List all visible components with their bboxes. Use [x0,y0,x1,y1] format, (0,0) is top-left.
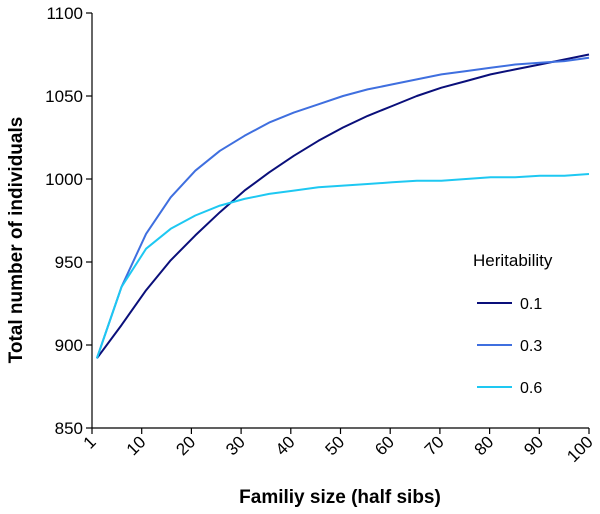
legend-label: 0.1 [520,296,542,313]
legend: Heritability 0.1 0.3 0.6 [473,251,553,397]
x-axis: 1 10 20 30 40 50 60 70 80 90 100 [80,428,597,466]
legend-label: 0.6 [520,380,542,397]
legend-title: Heritability [473,251,553,270]
y-tick-label: 1050 [45,87,83,106]
y-tick-label: 850 [55,419,83,438]
x-tick-label: 30 [222,432,249,459]
x-tick-label: 10 [123,432,150,459]
x-axis-title: Familiy size (half sibs) [239,487,441,508]
x-tick-label: 60 [371,432,398,459]
x-tick-label: 80 [471,432,498,459]
x-tick-label: 1 [80,432,100,452]
series-line-0.1 [97,55,589,359]
y-tick-label: 1100 [46,4,83,23]
y-tick-label: 900 [55,336,83,355]
x-tick-label: 40 [272,432,299,459]
series-line-0.3 [97,58,589,359]
y-tick-label: 950 [55,253,83,272]
x-tick-label: 20 [172,432,199,459]
y-axis: 850 900 950 1000 1050 1100 [45,4,92,438]
x-tick-label: 100 [563,432,596,465]
y-axis-title: Total number of individuals [6,117,27,364]
x-tick-label: 50 [322,432,349,459]
y-tick-label: 1000 [45,170,83,189]
legend-label: 0.3 [520,338,542,355]
series-layer [97,55,589,359]
x-tick-label: 90 [520,432,547,459]
x-tick-label: 70 [421,432,448,459]
